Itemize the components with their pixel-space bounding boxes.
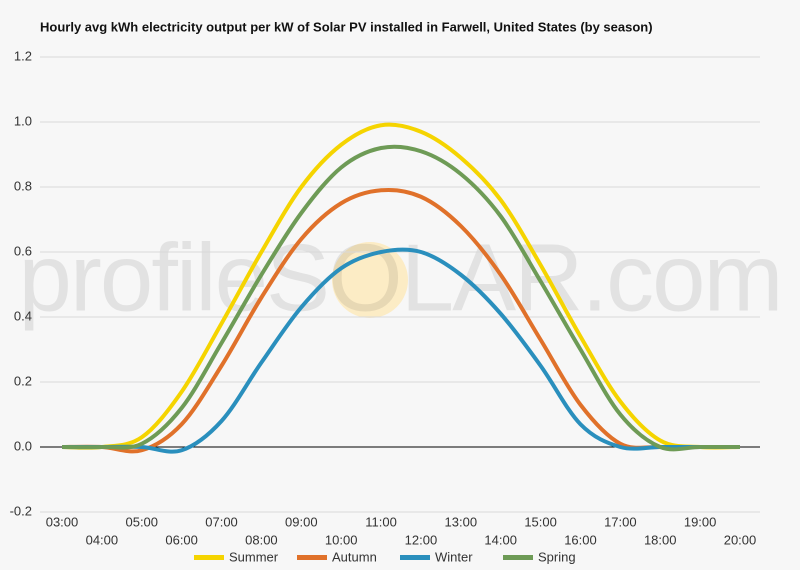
series-line (61, 144, 740, 452)
legend-swatch (503, 555, 533, 560)
watermark: profileSOLAR.com (19, 224, 782, 331)
legend-label: Winter (435, 549, 473, 564)
chart-title: Hourly avg kWh electricity output per kW… (40, 19, 653, 34)
y-tick-label: 0.6 (14, 243, 32, 258)
x-tick-label: 19:00 (684, 514, 717, 529)
series-line (61, 187, 740, 454)
x-tick-label: 18:00 (644, 532, 677, 547)
x-tick-label: 11:00 (365, 514, 397, 529)
legend-swatch (194, 555, 224, 560)
y-tick-label: 1.2 (14, 48, 32, 63)
x-tick-label: 03:00 (46, 514, 79, 529)
x-tick-label: 04:00 (86, 532, 119, 547)
x-tick-label: 13:00 (445, 514, 478, 529)
y-tick-label: 0.0 (14, 438, 32, 453)
x-tick-label: 06:00 (165, 532, 198, 547)
series-line (62, 247, 740, 454)
legend-label: Summer (229, 549, 279, 564)
y-tick-label: 0.8 (14, 178, 32, 193)
y-tick-label: 1.0 (14, 113, 32, 128)
x-tick-label: 16:00 (564, 532, 597, 547)
legend-swatch (400, 555, 430, 560)
x-tick-label: 20:00 (724, 532, 757, 547)
y-tick-label: 0.4 (14, 308, 32, 323)
x-tick-label: 05:00 (125, 514, 158, 529)
x-tick-label: 15:00 (524, 514, 557, 529)
x-tick-label: 09:00 (285, 514, 318, 529)
legend-label: Autumn (332, 549, 377, 564)
y-tick-label: -0.2 (10, 503, 32, 518)
x-tick-label: 14:00 (484, 532, 517, 547)
x-tick-label: 08:00 (245, 532, 278, 547)
legend-swatch (297, 555, 327, 560)
x-tick-label: 12:00 (405, 532, 438, 547)
x-tick-label: 10:00 (325, 532, 358, 547)
y-tick-label: 0.2 (14, 373, 32, 388)
x-tick-label: 07:00 (205, 514, 238, 529)
legend-label: Spring (538, 549, 576, 564)
x-tick-label: 17:00 (604, 514, 637, 529)
series-line (61, 122, 741, 450)
